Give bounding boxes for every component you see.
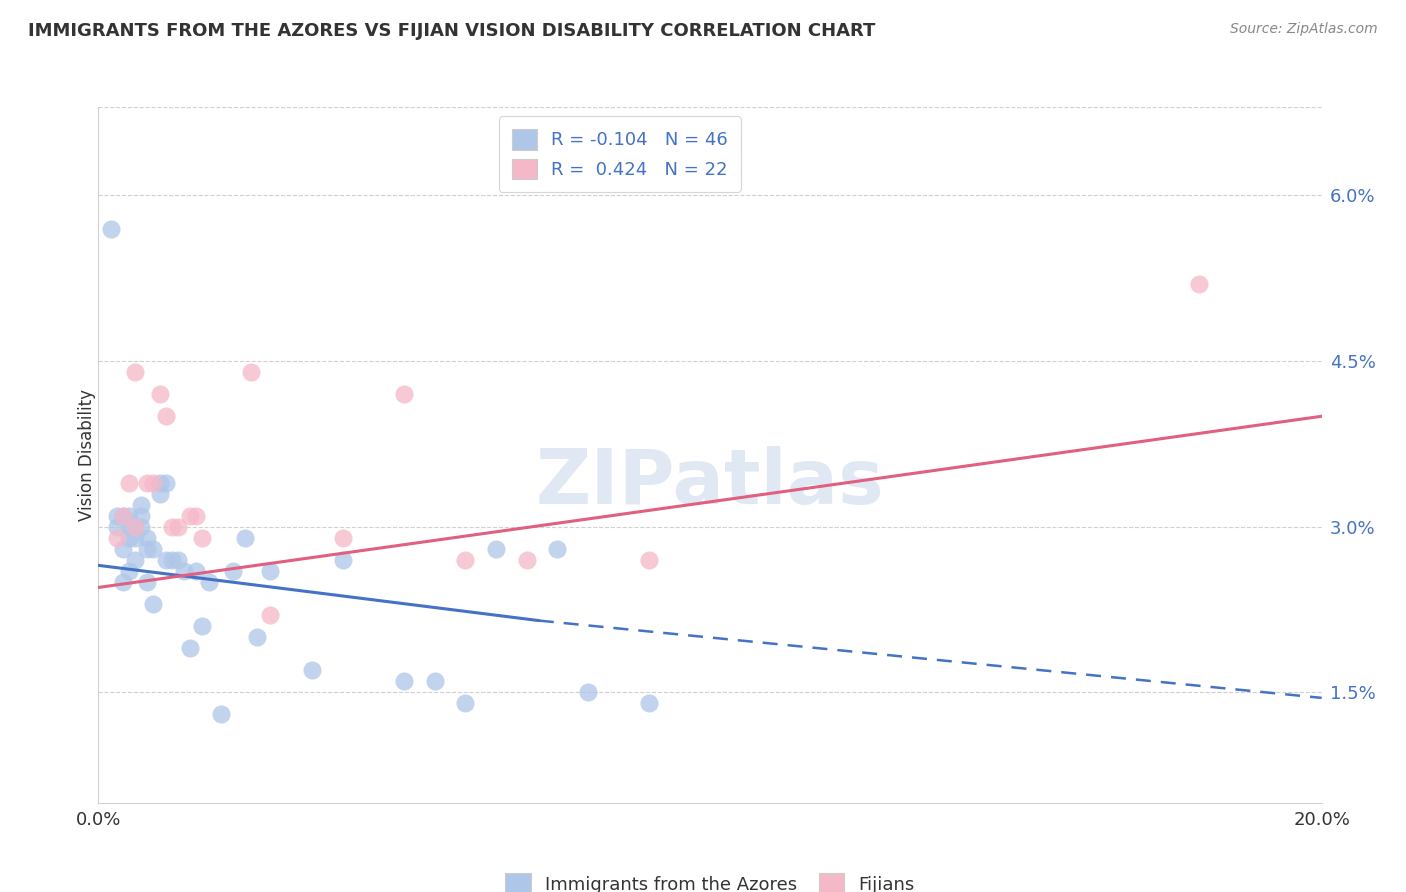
Point [454,553,477,567]
Point [301,663,323,677]
Point [142,597,165,611]
Point [191,531,214,545]
Point [118,519,141,533]
Point [160,519,183,533]
Point [155,553,177,567]
Point [124,365,146,379]
Point [124,519,146,533]
Point [105,508,128,523]
Point [179,641,201,656]
Point [332,531,354,545]
Point [136,531,159,545]
Point [129,498,152,512]
Point [637,697,661,711]
Point [136,574,159,589]
Point [124,531,146,545]
Point [222,564,245,578]
Point [546,541,568,556]
Point [246,630,269,644]
Point [197,574,219,589]
Point [209,707,232,722]
Point [111,508,134,523]
Point [155,409,177,424]
Point [136,475,159,490]
Point [576,685,599,699]
Text: Source: ZipAtlas.com: Source: ZipAtlas.com [1230,22,1378,37]
Point [392,387,416,401]
Point [160,553,183,567]
Point [100,221,122,235]
Point [149,475,172,490]
Point [637,553,661,567]
Point [105,531,128,545]
Point [233,531,256,545]
Point [240,365,263,379]
Legend: Immigrants from the Azores, Fijians: Immigrants from the Azores, Fijians [492,861,928,892]
Point [1188,277,1211,291]
Point [118,531,141,545]
Point [392,674,416,689]
Point [136,541,159,556]
Point [332,553,354,567]
Y-axis label: Vision Disability: Vision Disability [79,389,96,521]
Point [186,508,208,523]
Point [423,674,446,689]
Point [167,519,190,533]
Point [111,508,134,523]
Point [454,697,477,711]
Point [167,553,190,567]
Point [129,519,152,533]
Point [129,508,152,523]
Point [179,508,201,523]
Point [259,608,281,623]
Point [149,387,172,401]
Point [191,619,214,633]
Point [259,564,281,578]
Point [118,508,141,523]
Point [118,475,141,490]
Point [142,475,165,490]
Point [124,553,146,567]
Point [111,541,134,556]
Point [516,553,538,567]
Point [149,486,172,500]
Point [118,564,141,578]
Text: ZIPatlas: ZIPatlas [536,446,884,520]
Text: IMMIGRANTS FROM THE AZORES VS FIJIAN VISION DISABILITY CORRELATION CHART: IMMIGRANTS FROM THE AZORES VS FIJIAN VIS… [28,22,876,40]
Point [155,475,177,490]
Point [485,541,508,556]
Point [142,541,165,556]
Point [111,574,134,589]
Point [105,519,128,533]
Point [124,519,146,533]
Point [186,564,208,578]
Point [173,564,195,578]
